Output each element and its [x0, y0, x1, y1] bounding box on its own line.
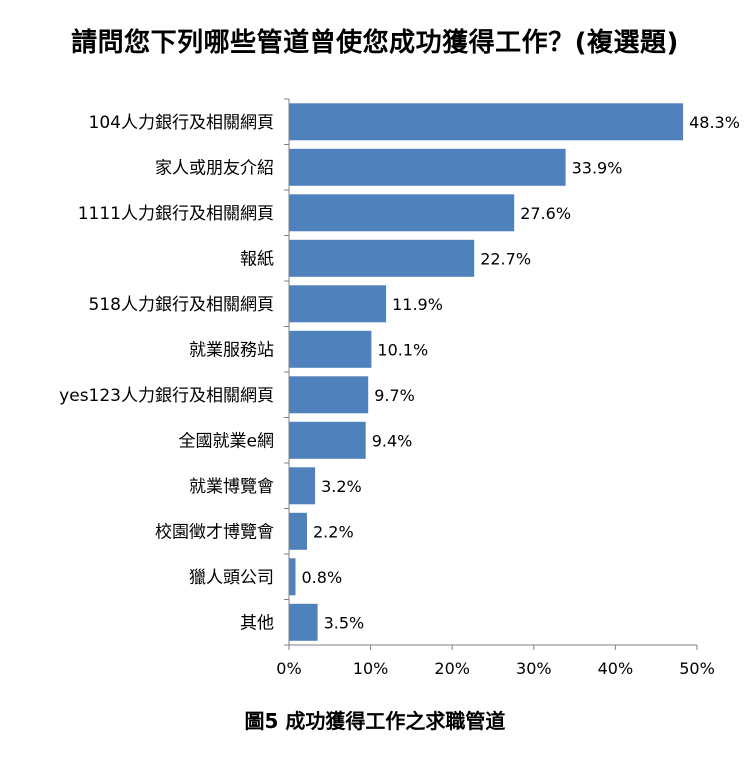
bar-5 [289, 330, 372, 368]
category-label-11: 其他 [240, 613, 274, 633]
value-label-2: 27.6% [520, 204, 571, 223]
labels-layer: 104人力銀行及相關網頁 48.3% 家人或朋友介紹 33.9% 1111人力銀行及相關… [59, 113, 740, 678]
category-label-4: 518人力銀行及相關網頁 [89, 295, 274, 315]
value-label-1: 33.9% [572, 158, 623, 177]
bar-11 [289, 603, 318, 641]
value-label-9: 2.2% [313, 522, 354, 541]
category-label-2: 1111人力銀行及相關網頁 [78, 204, 274, 224]
x-tick-label-2: 20% [434, 659, 470, 678]
x-tick-label-3: 30% [516, 659, 552, 678]
bars-layer [289, 103, 684, 641]
category-label-5: 就業服務站 [189, 340, 274, 360]
category-label-3: 報紙 [240, 249, 274, 269]
bar-1 [289, 148, 566, 186]
category-label-8: 就業博覽會 [189, 477, 274, 497]
value-label-7: 9.4% [372, 431, 413, 450]
category-label-10: 獵人頭公司 [189, 568, 274, 588]
value-label-6: 9.7% [374, 386, 415, 405]
category-label-9: 校園徵才博覽會 [155, 522, 274, 542]
chart-title: 請問您下列哪些管道曾使您成功獲得工作？(複選題) [71, 28, 679, 58]
axis-layer [284, 98, 698, 650]
value-label-10: 0.8% [302, 568, 343, 587]
bar-7 [289, 421, 366, 459]
x-tick-label-0: 0% [276, 659, 301, 678]
bar-8 [289, 467, 316, 505]
x-tick-label-5: 50% [679, 659, 715, 678]
category-label-7: 全國就業e網 [179, 431, 274, 451]
bar-4 [289, 285, 387, 323]
value-label-0: 48.3% [689, 113, 740, 132]
figure-caption: 圖5 成功獲得工作之求職管道 [244, 709, 506, 733]
bar-2 [289, 194, 515, 232]
value-label-5: 10.1% [377, 340, 428, 359]
category-label-6: yes123人力銀行及相關網頁 [59, 386, 274, 406]
value-label-3: 22.7% [480, 249, 531, 268]
x-tick-label-1: 10% [353, 659, 389, 678]
x-tick-label-4: 40% [598, 659, 634, 678]
category-label-0: 104人力銀行及相關網頁 [89, 113, 274, 133]
bar-0 [289, 103, 684, 141]
bar-3 [289, 239, 475, 277]
bar-6 [289, 376, 369, 414]
value-label-4: 11.9% [392, 295, 443, 314]
bar-9 [289, 512, 307, 550]
category-label-1: 家人或朋友介紹 [155, 158, 274, 178]
value-label-11: 3.5% [324, 613, 365, 632]
bar-chart: 104人力銀行及相關網頁 48.3% 家人或朋友介紹 33.9% 1111人力銀行及相關… [59, 98, 740, 678]
value-label-8: 3.2% [321, 477, 362, 496]
bar-10 [289, 558, 296, 596]
